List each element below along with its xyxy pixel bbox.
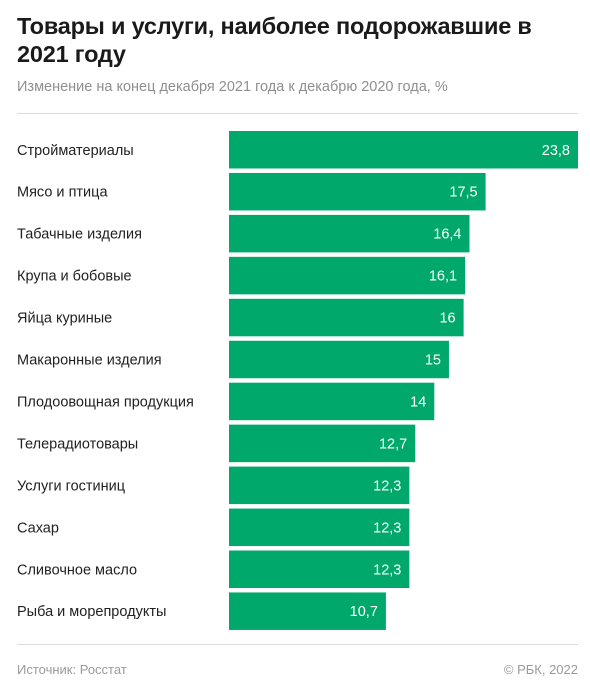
category-label: Табачные изделия <box>17 227 142 243</box>
bar <box>229 550 410 588</box>
source-note: Источник: Росстат <box>17 662 127 677</box>
bar <box>229 131 578 169</box>
bar <box>229 466 410 505</box>
category-label: Макаронные изделия <box>17 353 162 369</box>
category-label: Мясо и птица <box>17 185 108 201</box>
bar <box>229 382 435 421</box>
bar-value-label: 14 <box>410 394 426 410</box>
category-label: Услуги гостиниц <box>17 478 125 494</box>
chart-title: Товары и услуги, наиболее подорожавшие в… <box>17 13 532 67</box>
bar <box>229 592 386 630</box>
bottom-divider <box>17 644 578 645</box>
bar-value-label: 15 <box>425 353 441 369</box>
category-label: Плодоовощная продукция <box>17 394 194 410</box>
bar-value-label: 16 <box>439 311 455 327</box>
chart-subtitle: Изменение на конец декабря 2021 года к д… <box>17 79 448 95</box>
category-label: Яйца куриные <box>17 311 112 327</box>
top-divider <box>17 113 578 114</box>
bar-value-label: 17,5 <box>449 185 477 201</box>
bar-value-label: 12,3 <box>373 478 401 494</box>
category-label: Телерадиотовары <box>17 436 138 452</box>
category-label: Сахар <box>17 520 59 536</box>
category-label: Крупа и бобовые <box>17 269 132 285</box>
bar-value-label: 12,3 <box>373 562 401 578</box>
category-label: Сливочное масло <box>17 562 137 578</box>
category-label: Стройматериалы <box>17 143 134 159</box>
copyright-note: © РБК, 2022 <box>503 662 578 677</box>
bar <box>229 424 416 463</box>
bar <box>229 340 449 379</box>
bar-value-label: 16,4 <box>433 227 461 243</box>
bar-value-label: 12,7 <box>379 436 407 452</box>
bar <box>229 214 470 253</box>
bar-value-label: 10,7 <box>350 604 378 620</box>
bar-value-label: 23,8 <box>542 143 570 159</box>
category-label: Рыба и морепродукты <box>17 604 166 620</box>
bar-value-label: 16,1 <box>429 269 457 285</box>
bar <box>229 298 464 337</box>
bar <box>229 172 486 211</box>
bar <box>229 508 410 547</box>
bar-value-label: 12,3 <box>373 520 401 536</box>
bar <box>229 256 466 295</box>
